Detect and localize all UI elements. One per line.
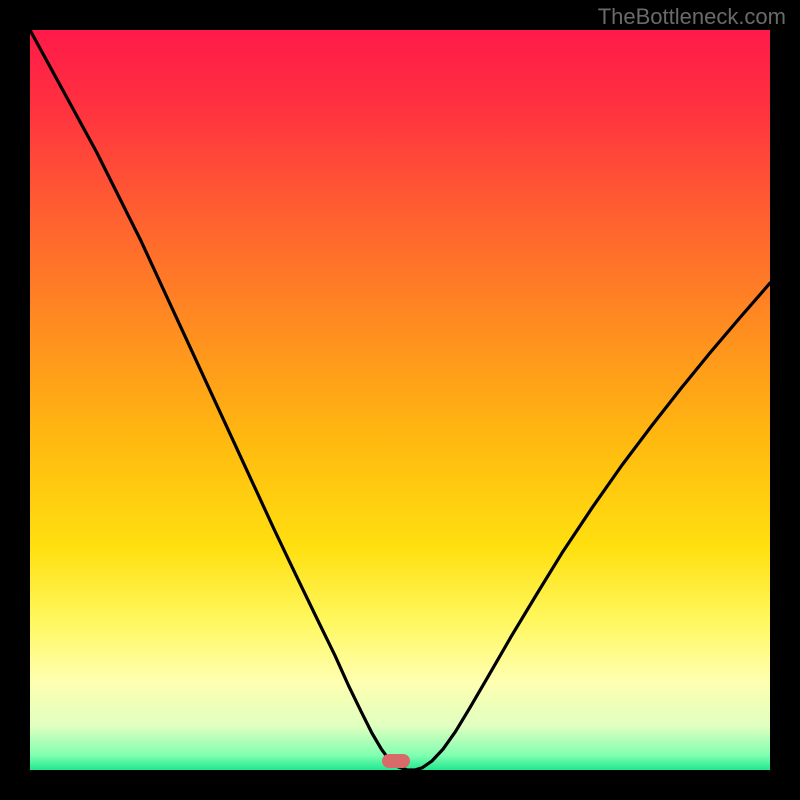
- bottleneck-curve: [30, 30, 770, 770]
- plot-area: [30, 30, 770, 770]
- chart-frame: TheBottleneck.com: [0, 0, 800, 800]
- minimum-marker: [382, 754, 410, 768]
- watermark-text: TheBottleneck.com: [598, 4, 786, 30]
